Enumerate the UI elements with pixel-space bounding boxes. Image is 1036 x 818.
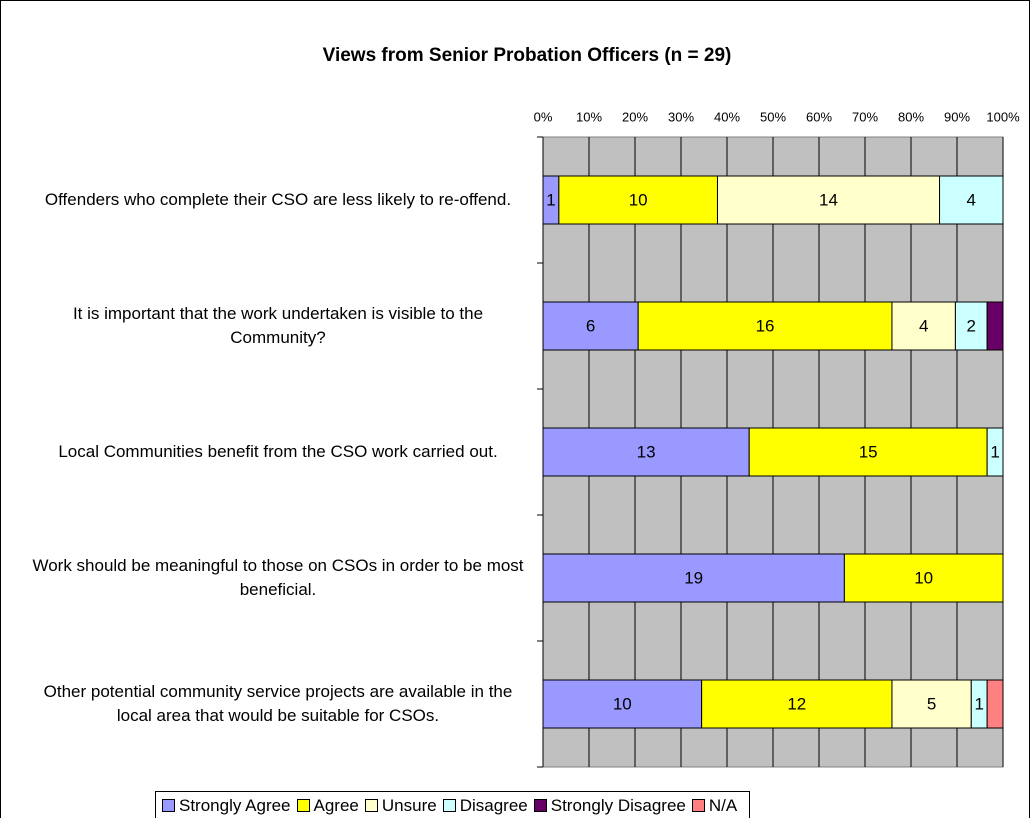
legend-item: Agree <box>296 795 359 816</box>
chart-title: Views from Senior Probation Officers (n … <box>323 45 732 66</box>
bar-segment <box>954 301 988 351</box>
x-tick-label: 20% <box>622 109 648 124</box>
legend: Strongly Agree Agree Unsure Disagree Strongl… <box>155 791 751 818</box>
data-label: 16 <box>756 316 775 335</box>
legend-swatch <box>296 799 310 812</box>
category-label: Other potential community service projec… <box>43 682 513 725</box>
legend-item: Disagree <box>442 795 528 816</box>
data-label: 14 <box>819 190 838 209</box>
category-label: Local Communities benefit from the CSO w… <box>58 442 498 461</box>
legend-label: N/A <box>708 795 738 815</box>
data-label: 5 <box>927 694 936 713</box>
legend-swatch <box>533 799 547 812</box>
x-tick-label: 0% <box>534 109 553 124</box>
data-label: 4 <box>967 190 976 209</box>
data-label: 2 <box>967 316 976 335</box>
data-label: 15 <box>859 442 878 461</box>
data-label: 12 <box>787 694 806 713</box>
bar-segment <box>891 301 956 351</box>
legend-label: Strongly Agree <box>179 795 291 815</box>
data-label: 1 <box>974 694 983 713</box>
bar-segment <box>542 679 703 729</box>
data-label: 10 <box>914 568 933 587</box>
data-label: 1 <box>546 190 555 209</box>
bar-segment <box>748 427 988 477</box>
bar-segment <box>986 301 1004 351</box>
legend-swatch <box>691 799 705 812</box>
x-tick-label: 70% <box>852 109 878 124</box>
data-label: 6 <box>586 316 595 335</box>
category-label: It is important that the work undertaken… <box>72 304 484 347</box>
category-label: Offenders who complete their CSO are les… <box>44 190 512 209</box>
bar-segment <box>843 553 1004 603</box>
x-tick-label: 30% <box>668 109 694 124</box>
legend-item: Unsure <box>364 795 437 816</box>
legend-label: Strongly Disagree <box>550 795 686 815</box>
bar-segment <box>986 427 1004 477</box>
x-tick-label: 50% <box>760 109 786 124</box>
x-tick-label: 60% <box>806 109 832 124</box>
data-label: 1 <box>990 442 999 461</box>
legend-swatch <box>162 799 175 812</box>
data-label: 10 <box>629 190 648 209</box>
bar-segment <box>542 553 845 603</box>
data-label: 19 <box>684 568 703 587</box>
legend-swatch <box>364 799 378 812</box>
x-tick-label: 80% <box>898 109 924 124</box>
legend-label: Agree <box>313 795 359 815</box>
bar-segment <box>986 679 1004 729</box>
legend-item: N/A <box>691 795 738 816</box>
legend-swatch <box>442 799 456 812</box>
legend-label: Unsure <box>381 795 437 815</box>
legend-label: Disagree <box>459 795 528 815</box>
legend-item: Strongly Disagree <box>533 795 686 816</box>
legend-item: Strongly Agree <box>162 796 291 816</box>
bar-segment <box>637 301 893 351</box>
data-label: 13 <box>637 442 656 461</box>
x-tick-label: 10% <box>576 109 602 124</box>
x-tick-label: 40% <box>714 109 740 124</box>
bar-segment <box>939 175 1004 225</box>
x-tick-label: 90% <box>944 109 970 124</box>
data-label: 4 <box>919 316 928 335</box>
bar-segment <box>558 175 718 225</box>
bar-segment <box>542 427 750 477</box>
data-label: 10 <box>613 694 632 713</box>
category-label: Work should be meaningful to those on CS… <box>32 556 524 599</box>
x-tick-label: 100% <box>986 109 1020 124</box>
bar-segment <box>542 301 639 351</box>
